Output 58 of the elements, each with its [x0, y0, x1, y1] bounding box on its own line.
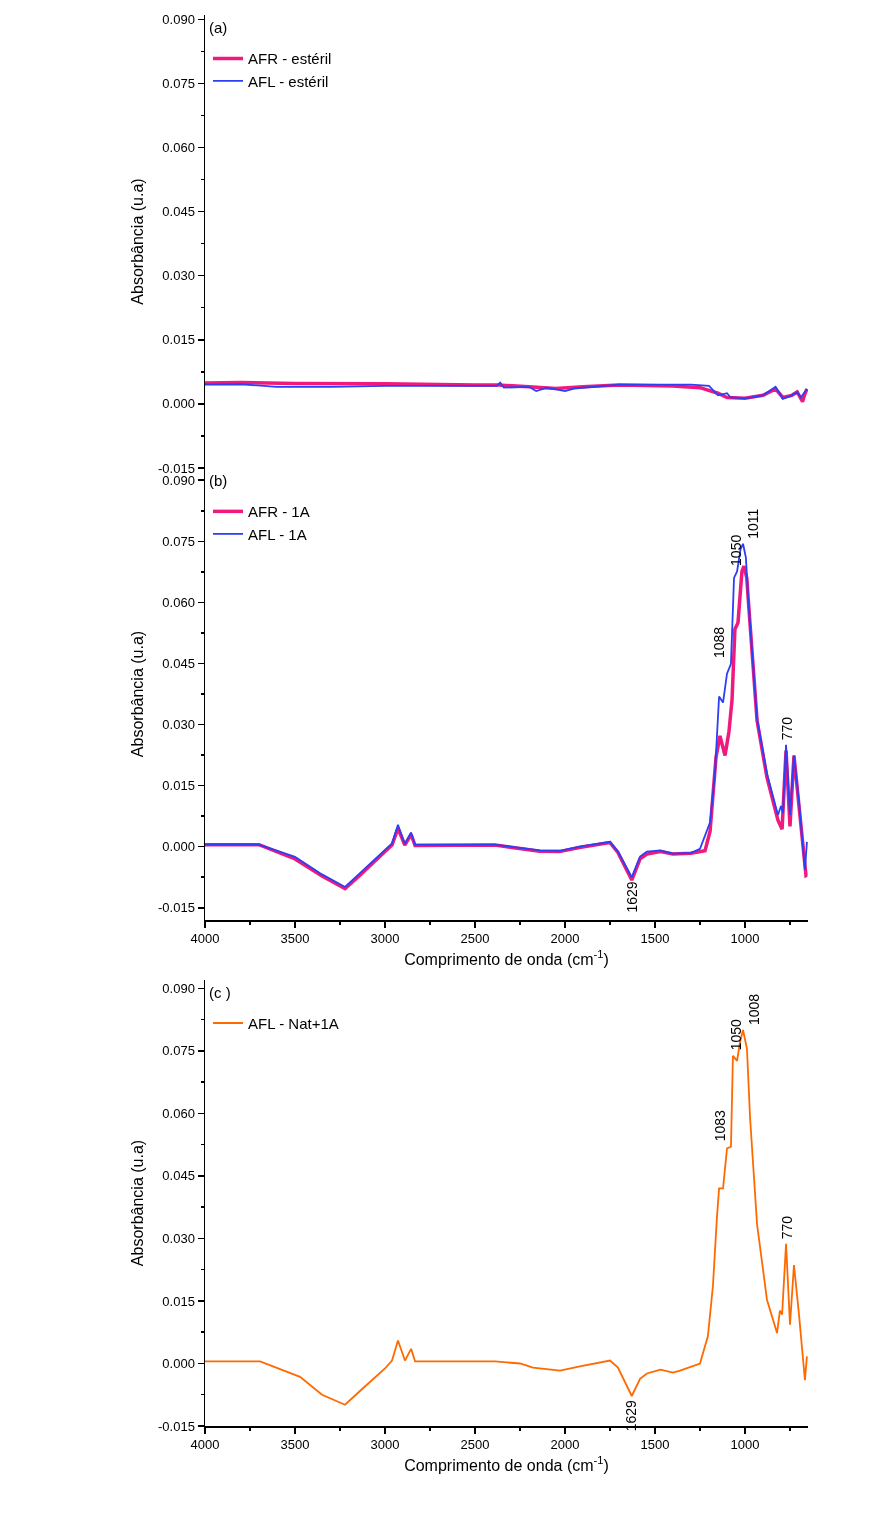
annotation: (a) [209, 19, 228, 36]
y-tick-label: 0.090 [162, 11, 195, 27]
x-tick-label: 2000 [550, 1437, 580, 1453]
y-tick-label: 0.000 [162, 1356, 195, 1372]
y-tick-label: 0.045 [162, 656, 195, 672]
x-tick-label: 1000 [730, 1437, 760, 1453]
y-tick-label: 0.015 [162, 778, 195, 794]
y-tick-label: 0.090 [162, 980, 195, 996]
y-tick-label: 0.000 [162, 839, 195, 855]
x-tick-label: 3500 [280, 931, 310, 947]
y-tick-label: 0.030 [162, 268, 195, 284]
y-axis-title: Absorbância (u.a) [129, 630, 147, 758]
y-axis-title: Absorbância (u.a) [129, 178, 147, 305]
annotation: (c ) [209, 984, 231, 1001]
annotation: 1629 [624, 881, 641, 913]
x-tick-label: 2000 [550, 931, 580, 947]
y-tick-label: 0.060 [162, 594, 195, 610]
y-tick-label: 0.045 [162, 1168, 195, 1184]
annotation: 770 [778, 716, 795, 741]
y-tick-label: 0.015 [162, 332, 195, 348]
legend-label: AFL - estéril [248, 72, 329, 90]
x-tick-label: 4000 [190, 1437, 220, 1453]
y-tick-label: 0.015 [162, 1293, 195, 1309]
y-tick-label: 0.045 [162, 204, 195, 220]
annotation: 1050 [728, 534, 745, 566]
annotation: 1088 [711, 626, 728, 659]
x-tick-label: 1000 [730, 931, 760, 947]
x-tick-label: 2500 [460, 1437, 490, 1453]
annotation: 1011 [745, 508, 762, 539]
y-tick-label: 0.030 [162, 1230, 195, 1246]
legend-label: AFR - estéril [248, 50, 332, 68]
x-tick-label: 3500 [280, 1437, 310, 1453]
y-tick-label: 0.030 [162, 717, 195, 733]
y-tick-label: 0.075 [162, 533, 195, 549]
annotation: 1008 [746, 993, 763, 1026]
annotation: 770 [778, 1215, 795, 1240]
y-tick-label: 0.060 [162, 1105, 195, 1121]
x-tick-label: 2500 [460, 931, 490, 947]
legend-label: AFL - 1A [248, 525, 307, 543]
y-axis-title: Absorbância (u.a) [129, 1139, 147, 1267]
legend-label: AFR - 1A [248, 503, 310, 521]
y-tick-label: 0.075 [162, 1043, 195, 1059]
y-tick-label: 0.075 [162, 75, 195, 91]
y-tick-label: -0.015 [158, 1418, 195, 1434]
x-tick-label: 3000 [370, 931, 400, 947]
x-tick-label: 4000 [190, 931, 220, 947]
annotation: 1083 [711, 1109, 728, 1142]
annotation: (b) [209, 472, 228, 489]
y-tick-label: 0.000 [162, 396, 195, 412]
y-tick-label: -0.015 [158, 900, 195, 916]
legend-label: AFL - Nat+1A [248, 1014, 339, 1032]
x-tick-label: 1500 [640, 1437, 670, 1453]
x-tick-label: 1500 [640, 931, 670, 947]
annotation: 1050 [727, 1019, 744, 1051]
x-axis-title: Comprimento de onda (cm$^{-1}$) [404, 1453, 609, 1474]
x-axis-title: Comprimento de onda (cm$^{-1}$) [404, 947, 609, 968]
y-tick-label: 0.060 [162, 140, 195, 156]
x-tick-label: 3000 [370, 1437, 400, 1453]
